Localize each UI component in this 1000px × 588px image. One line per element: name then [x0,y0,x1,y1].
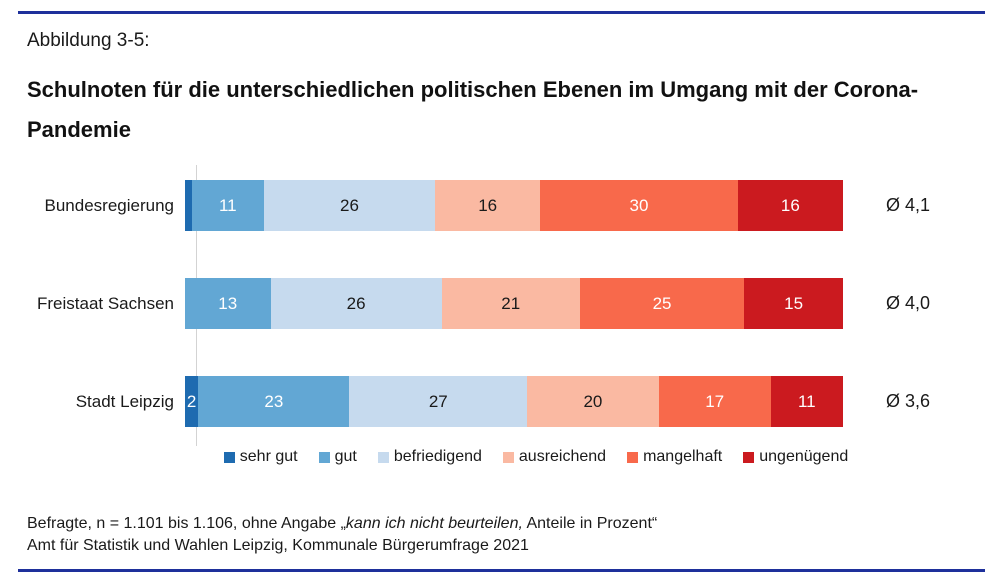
legend-item-ungenuegend: ungenügend [743,448,848,466]
bar-average-label: Ø 3,6 [886,391,931,411]
bar-segment-value: 15 [784,293,804,313]
legend-swatch-icon [743,451,755,463]
bar-segment-value: 17 [705,391,725,411]
footer-source: Amt für Statistik und Wahlen Leipzig, Ko… [27,537,529,554]
bar-track: 13 26 21 25 15 [185,278,843,329]
legend-item-gut: gut [318,448,357,466]
legend-item-befriedigend: befriedigend [377,448,482,466]
bar-segment-value: 2 [186,391,197,411]
bar-category-label: Bundesregierung [44,195,174,215]
legend-swatch-icon [377,451,389,463]
bar-segment-ausreichend: 21 [441,278,580,329]
bar-average-label: Ø 4,1 [886,195,931,215]
bar-segment-mangelhaft: 25 [579,278,745,329]
bar-segment-gut: 13 [185,278,271,329]
bar-segment-value: 16 [478,195,498,215]
figure-label: Abbildung 3-5: [27,30,150,51]
bar-average-label: Ø 4,0 [886,293,931,313]
bar-segment-value: 13 [218,293,238,313]
bar-segment-value: 26 [346,293,366,313]
legend-swatch-icon [223,451,235,463]
bottom-rule [18,569,985,572]
bar-row: Stadt Leipzig 2 23 27 20 17 11 Ø 3,6 [0,376,1000,427]
legend-label: mangelhaft [643,448,723,465]
bar-segment-value: 16 [780,195,800,215]
bar-segment-value: 26 [340,195,359,215]
bar-track: 2 23 27 20 17 11 [185,376,843,427]
legend-label: gut [334,448,357,465]
top-rule [18,11,985,14]
bar-segment-value: 27 [428,391,448,411]
legend-item-ausreichend: ausreichend [502,448,607,466]
legend-label: befriedigend [393,448,482,465]
bar-segment-value: 23 [264,391,284,411]
bar-segment-befriedigend: 27 [349,376,528,427]
bar-segment-ungenuegend: 15 [744,278,843,329]
legend-item-mangelhaft: mangelhaft [627,448,722,466]
bar-segment-ungenuegend: 11 [770,376,843,427]
bar-segment-mangelhaft: 30 [540,180,738,231]
bar-segment-value: 21 [501,293,521,313]
footer-note: Befragte, n = 1.101 bis 1.106, ohne Anga… [27,513,657,535]
legend-label: ungenügend [759,448,849,465]
legend-swatch-icon [627,451,639,463]
chart-legend: sehr gut gut befriedigend ausreichend mangel… [197,448,875,466]
bar-segment-sehr_gut: 2 [185,376,199,427]
legend-item-sehr_gut: sehr gut [223,448,298,466]
bar-segment-gut: 11 [191,180,264,231]
bar-segment-gut: 23 [198,376,350,427]
legend-label: ausreichend [518,448,607,465]
footer-note-italic: kann ich nicht beurteilen, [345,515,523,532]
bar-category-label: Freistaat Sachsen [36,293,174,313]
bar-segment-ungenuegend: 16 [737,180,843,231]
legend-label: sehr gut [239,448,298,465]
bar-category-label: Stadt Leipzig [75,391,174,411]
bar-segment-befriedigend: 26 [263,180,436,231]
bar-segment-ausreichend: 20 [527,376,659,427]
bar-segment-value: 25 [652,293,672,313]
figure-title: Schulnoten für die unterschiedlichen pol… [27,77,919,142]
figure-footer: Befragte, n = 1.101 bis 1.106, ohne Anga… [27,513,657,557]
bar-row: Freistaat Sachsen 13 26 21 25 15 Ø 4,0 [0,278,1000,329]
bar-row: Bundesregierung 11 26 16 30 16 Ø 4,1 [0,180,1000,231]
footer-note-prefix: Befragte, n = 1.101 bis 1.106, ohne Anga… [27,515,346,532]
bar-segment-befriedigend: 26 [270,278,442,329]
bar-segment-ausreichend: 16 [435,180,541,231]
bar-segment-sehr_gut [185,180,192,231]
footer-note-suffix: Anteile in Prozent“ [522,515,658,532]
bar-segment-value: 11 [218,195,237,215]
bar-track: 11 26 16 30 16 [185,180,843,231]
bar-segment-value: 30 [629,195,649,215]
legend-swatch-icon [318,451,330,463]
bar-chart: Bundesregierung 11 26 16 30 16 Ø 4,1 Freistaat … [0,180,1000,474]
legend-swatch-icon [502,451,514,463]
bar-segment-value: 20 [583,391,603,411]
bar-segment-value: 11 [797,391,816,411]
bar-segment-mangelhaft: 17 [658,376,771,427]
